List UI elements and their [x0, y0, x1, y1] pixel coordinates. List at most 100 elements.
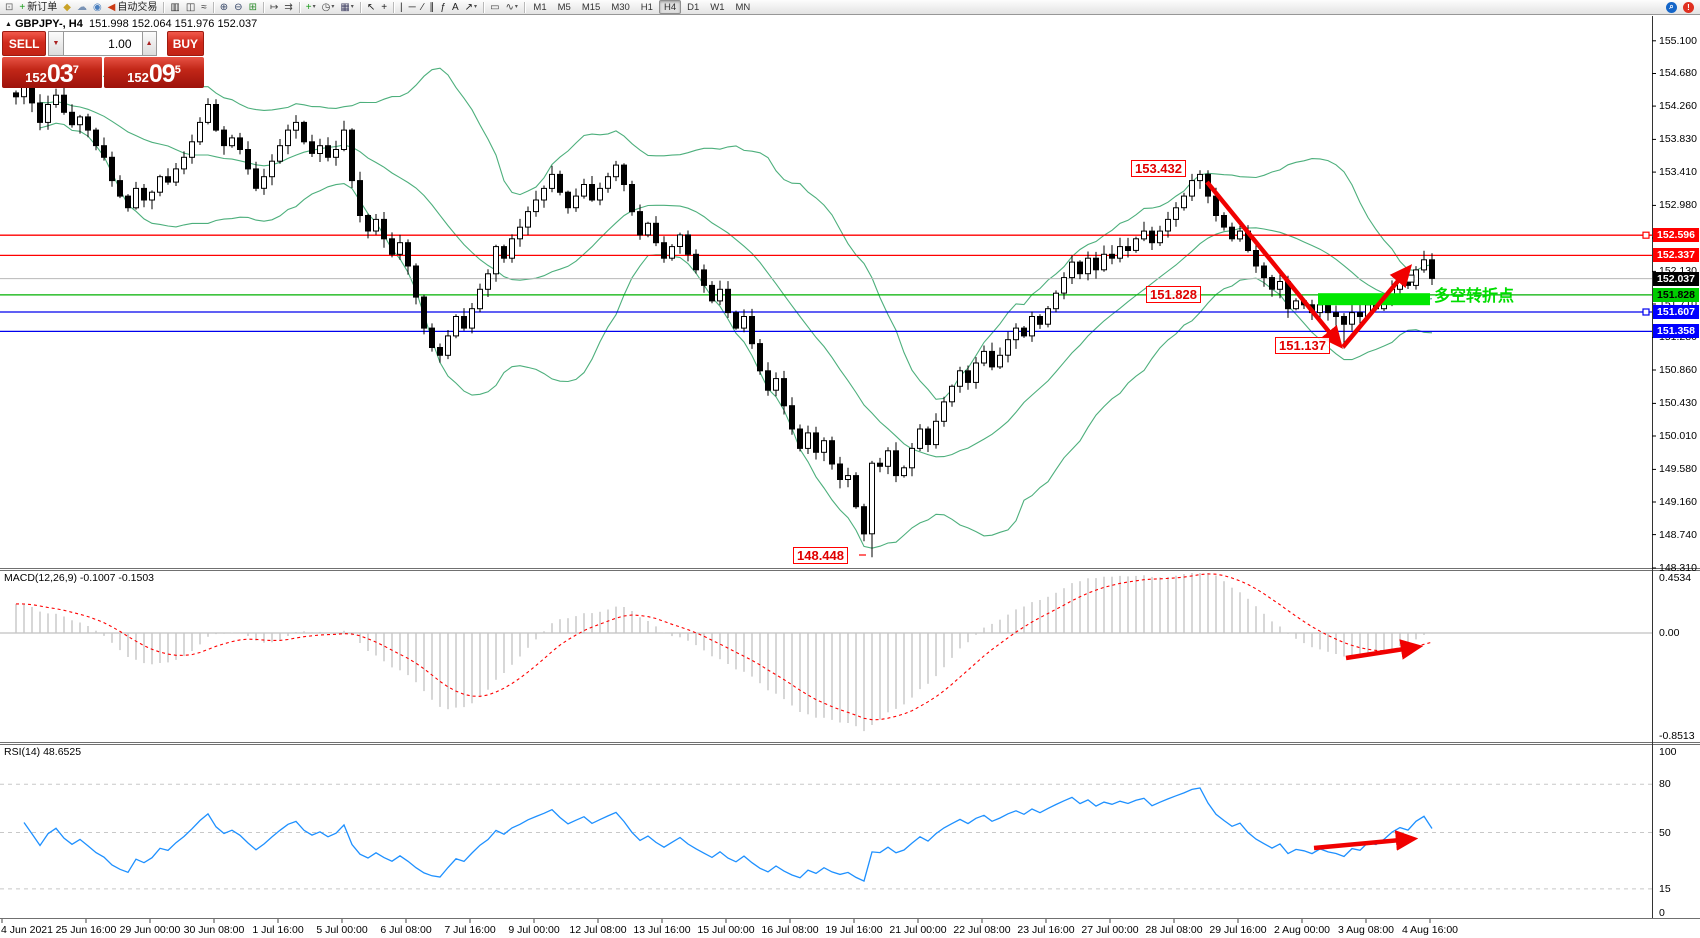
zoom-in-icon[interactable]: ⊕ — [217, 1, 231, 14]
line-handle — [1642, 231, 1650, 239]
volume-input[interactable] — [63, 31, 142, 56]
text-label-icon[interactable]: A — [449, 1, 462, 14]
templates-icon: ▦ — [340, 1, 350, 13]
candlestick-series — [13, 81, 1435, 558]
candlestick-chart-icon: ◫ — [185, 1, 196, 13]
indicators-icon[interactable]: + ▾ — [303, 1, 319, 14]
time-axis-label: 1 Jul 16:00 — [252, 924, 304, 936]
volume-increase-button[interactable]: ▲ — [141, 31, 157, 56]
toolbar-separator — [298, 1, 300, 13]
timeframe-button-m30[interactable]: M30 — [611, 1, 630, 13]
timeframe-button-h1[interactable]: H1 — [640, 1, 653, 13]
time-axis-label: 2 Aug 00:00 — [1273, 924, 1331, 936]
horizontal-line-icon[interactable]: ─ — [406, 1, 419, 14]
timeframe-button-m1[interactable]: M1 — [533, 1, 547, 13]
buy-price-pips: 09 — [148, 60, 176, 88]
arrows-tool-icon[interactable]: ↗ ▾ — [462, 1, 480, 14]
time-axis-label: 4 Aug 16:00 — [1401, 924, 1459, 936]
trendline-icon[interactable]: ∕ — [419, 1, 427, 14]
channel-icon[interactable]: ∥ — [426, 1, 437, 14]
price-tick-label: 150.430 — [1659, 397, 1697, 410]
time-axis-label: 29 Jun 00:00 — [119, 924, 181, 936]
cursor-icon[interactable]: ↖ — [364, 1, 378, 14]
indicators-icon: + — [305, 1, 312, 13]
buy-price-display[interactable]: 152 09 5 — [104, 57, 204, 88]
volume-decrease-button[interactable]: ▼ — [48, 31, 64, 56]
sell-price-pipette: 7 — [72, 64, 79, 76]
objects-list-icon[interactable]: ▭ — [487, 1, 502, 14]
tile-windows-icon: ⊞ — [248, 1, 257, 13]
chart-shift-icon[interactable]: ⇉ — [281, 1, 295, 14]
support-zone-rectangle — [1318, 293, 1430, 306]
annotation-arrows — [859, 180, 1424, 851]
market-icon: ◆ — [63, 1, 71, 13]
clip-icon: ⊡ — [5, 1, 14, 13]
fibonacci-icon[interactable]: ƒ — [437, 1, 449, 14]
market-icon[interactable]: ◆ — [60, 1, 74, 14]
time-axis-label: 28 Jul 08:00 — [1145, 924, 1203, 936]
collapse-triangle-icon[interactable]: ▲ — [5, 21, 12, 28]
candlestick-chart-icon[interactable]: ◫ — [183, 1, 198, 14]
price-tick-label: 155.100 — [1659, 34, 1697, 47]
signals-icon[interactable]: ◉ — [90, 1, 105, 14]
time-axis-label: 30 Jun 08:00 — [183, 924, 245, 936]
trendline-icon: ∕ — [421, 1, 424, 13]
bar-chart-icon[interactable]: ▥ — [167, 1, 182, 14]
price-level-badge: 151.358 — [1653, 324, 1699, 339]
chart-shift-icon: ⇉ — [284, 1, 293, 13]
vertical-line-icon[interactable]: | — [397, 1, 406, 14]
timeframe-button-m5[interactable]: M5 — [557, 1, 571, 13]
line-chart-icon[interactable]: ≈ — [198, 1, 210, 14]
buy-price-big-figure: 152 — [127, 70, 149, 85]
last-price-marker — [1406, 274, 1415, 283]
freehand-icon[interactable]: ∿ ▾ — [503, 1, 521, 14]
autotrading-button[interactable]: ◀ 自动交易 — [105, 1, 161, 14]
timeframe-buttons: M1 M5 M15 M30 H1 H4 D1 W1 MN — [528, 0, 756, 15]
periods-icon[interactable]: ◷ ▾ — [319, 1, 338, 14]
current-price-badge: 152.037 — [1653, 271, 1699, 286]
new-order-button[interactable]: + 新订单 — [16, 1, 60, 14]
price-label-annotation[interactable]: 151.828 — [1146, 286, 1201, 303]
timeframe-button-m15[interactable]: M15 — [581, 1, 601, 13]
rsi-panel-plot — [0, 783, 1652, 890]
sell-button[interactable]: SELL — [2, 31, 47, 56]
zone-text-annotation[interactable]: 多空转折点 — [1434, 288, 1515, 305]
crosshair-icon[interactable]: + — [378, 1, 390, 14]
clip-icon[interactable]: ⊡ — [2, 1, 16, 14]
zoom-in-icon: ⊕ — [219, 1, 229, 13]
zoom-out-icon: ⊖ — [234, 1, 243, 13]
timeframe-button-mn[interactable]: MN — [735, 1, 751, 13]
timeframe-button-d1[interactable]: D1 — [687, 1, 700, 13]
zoom-out-icon[interactable]: ⊖ — [231, 1, 245, 14]
crosshair-icon: + — [381, 1, 388, 13]
time-axis-label: 29 Jul 16:00 — [1209, 924, 1267, 936]
timeframe-button-h4[interactable]: H4 — [658, 0, 682, 14]
freehand-icon: ∿ — [505, 1, 514, 13]
periods-icon: ◷ — [321, 1, 331, 13]
price-level-badge: 151.828 — [1653, 287, 1699, 302]
tile-windows-icon[interactable]: ⊞ — [246, 1, 260, 14]
toolbar-separator — [212, 1, 214, 13]
help-search-icon[interactable]: ⌕ — [1666, 1, 1677, 13]
time-axis-label: 6 Jul 08:00 — [380, 924, 432, 936]
price-label-annotation[interactable]: 148.448 — [793, 547, 848, 564]
rsi-axis-label: 100 — [1659, 746, 1677, 758]
auto-scroll-icon[interactable]: ↦ — [267, 1, 281, 14]
vertical-line-icon: | — [400, 1, 403, 13]
notification-icon[interactable]: ! — [1683, 1, 1694, 13]
timeframe-button-w1[interactable]: W1 — [710, 1, 725, 13]
dropdown-caret-icon: ▾ — [331, 3, 335, 10]
price-tick-label: 149.160 — [1659, 496, 1697, 508]
price-label-annotation[interactable]: 153.432 — [1131, 160, 1186, 177]
one-click-trading-panel: SELL ▼ ▲ BUY 152 03 7 152 09 5 — [2, 31, 204, 88]
buy-button[interactable]: BUY — [166, 31, 204, 56]
symbol-period-label: GBPJPY-, H4 — [15, 18, 83, 30]
toolbar-separator — [262, 1, 264, 13]
cloud-icon[interactable]: ☁ — [74, 1, 90, 14]
templates-icon[interactable]: ▦ ▾ — [337, 1, 356, 14]
rsi-axis-label: 15 — [1659, 882, 1671, 895]
dropdown-caret-icon: ▾ — [312, 3, 316, 10]
price-label-annotation[interactable]: 151.137 — [1275, 337, 1330, 354]
sell-price-display[interactable]: 152 03 7 — [2, 57, 103, 88]
